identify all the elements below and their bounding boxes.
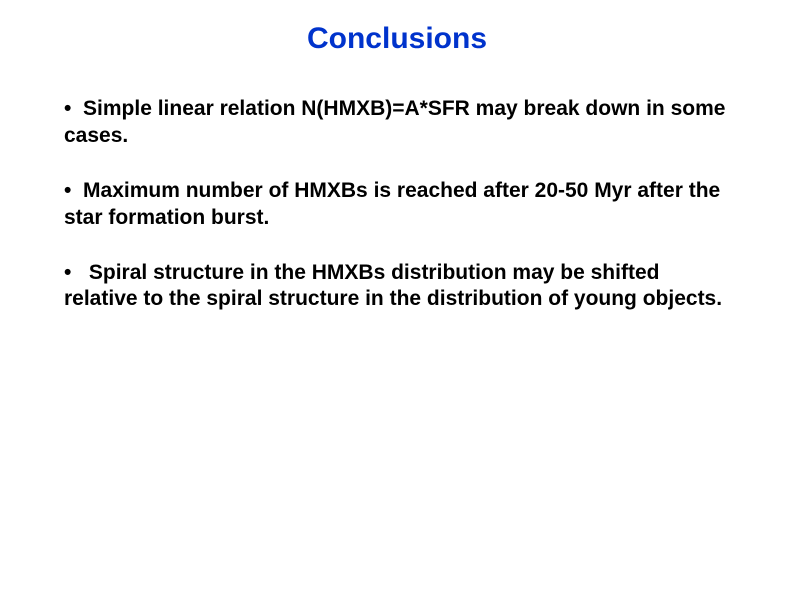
bullet-text: Spiral structure in the HMXBs distributi…	[64, 261, 722, 311]
bullet-item: • Maximum number of HMXBs is reached aft…	[64, 178, 730, 232]
bullet-mark-icon: •	[64, 261, 71, 284]
slide-body: • Simple linear relation N(HMXB)=A*SFR m…	[0, 96, 794, 313]
slide: Conclusions • Simple linear relation N(H…	[0, 22, 794, 595]
bullet-text: Maximum number of HMXBs is reached after…	[64, 179, 720, 229]
bullet-item: • Spiral structure in the HMXBs distribu…	[64, 260, 730, 314]
bullet-text: Simple linear relation N(HMXB)=A*SFR may…	[64, 97, 725, 147]
slide-title: Conclusions	[0, 22, 794, 56]
bullet-mark-icon: •	[64, 179, 71, 202]
bullet-item: • Simple linear relation N(HMXB)=A*SFR m…	[64, 96, 730, 150]
bullet-mark-icon: •	[64, 97, 71, 120]
